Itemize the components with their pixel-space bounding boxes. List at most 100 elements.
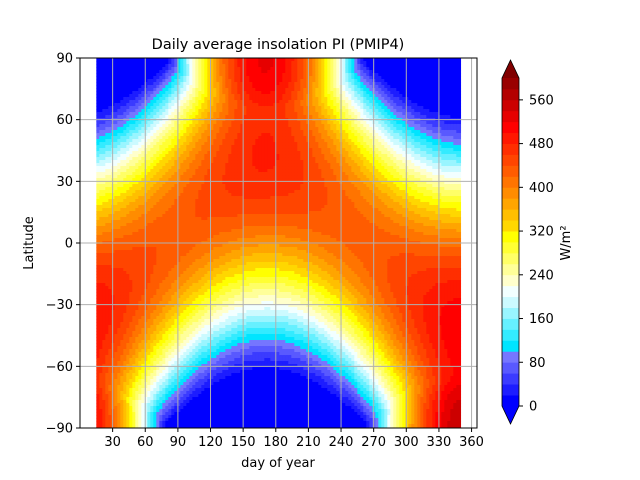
field-cell [129, 304, 133, 308]
field-cell [141, 115, 145, 119]
field-cell [126, 418, 130, 422]
field-cell [120, 337, 124, 341]
field-cell [159, 271, 163, 275]
field-cell [114, 325, 118, 329]
field-cell [165, 388, 169, 392]
field-cell [204, 403, 208, 407]
field-cell [138, 64, 142, 68]
field-cell [96, 130, 100, 134]
field-cell [120, 142, 124, 146]
field-cell [123, 367, 127, 371]
field-cell [147, 64, 151, 68]
field-cell [126, 313, 130, 317]
field-cell [207, 403, 211, 407]
field-cell [156, 268, 160, 272]
field-cell [186, 268, 190, 272]
field-cell [135, 94, 139, 98]
field-cell [114, 178, 118, 182]
field-cell [177, 178, 181, 182]
field-cell [198, 331, 202, 335]
field-cell [174, 343, 178, 347]
field-cell [168, 328, 172, 332]
field-cell [183, 103, 187, 107]
field-cell [129, 82, 133, 86]
field-cell [210, 67, 214, 71]
field-cell [144, 349, 148, 353]
field-cell [168, 334, 172, 338]
field-cell [180, 208, 184, 212]
field-cell [153, 61, 157, 65]
field-cell [198, 340, 202, 344]
field-cell [183, 385, 187, 389]
field-cell [201, 187, 205, 191]
field-cell [162, 172, 166, 176]
field-cell [99, 154, 103, 158]
field-cell [126, 376, 130, 380]
field-cell [159, 82, 163, 86]
field-cell [153, 70, 157, 74]
field-cell [180, 142, 184, 146]
field-cell [210, 178, 214, 182]
field-cell [147, 151, 151, 155]
field-cell [210, 376, 214, 380]
field-cell [138, 58, 142, 62]
field-cell [102, 112, 106, 116]
field-cell [186, 277, 190, 281]
field-cell [186, 415, 190, 419]
field-cell [108, 88, 112, 92]
field-cell [198, 181, 202, 185]
field-cell [165, 301, 169, 305]
field-cell [153, 271, 157, 275]
field-cell [183, 214, 187, 218]
field-cell [153, 262, 157, 266]
field-cell [156, 220, 160, 224]
field-cell [99, 418, 103, 422]
field-cell [120, 109, 124, 113]
field-cell [129, 319, 133, 323]
field-cell [210, 406, 214, 410]
field-cell [195, 292, 199, 296]
field-cell [156, 379, 160, 383]
field-cell [126, 130, 130, 134]
field-cell [123, 166, 127, 170]
field-cell [105, 364, 109, 368]
field-cell [144, 190, 148, 194]
field-cell [198, 244, 202, 248]
field-cell [174, 247, 178, 251]
field-cell [156, 340, 160, 344]
field-cell [96, 145, 100, 149]
field-cell [138, 70, 142, 74]
field-cell [117, 322, 121, 326]
field-cell [129, 133, 133, 137]
field-cell [108, 187, 112, 191]
field-cell [144, 133, 148, 137]
field-cell [150, 250, 154, 254]
field-cell [183, 373, 187, 377]
field-cell [150, 64, 154, 68]
field-cell [153, 403, 157, 407]
field-cell [183, 211, 187, 215]
field-cell [123, 97, 127, 101]
field-cell [171, 232, 175, 236]
field-cell [210, 103, 214, 107]
field-cell [138, 322, 142, 326]
field-cell [96, 211, 100, 215]
field-cell [108, 103, 112, 107]
field-cell [177, 331, 181, 335]
field-cell [207, 418, 211, 422]
field-cell [126, 397, 130, 401]
field-cell [135, 79, 139, 83]
field-cell [186, 331, 190, 335]
field-cell [138, 169, 142, 173]
field-cell [216, 133, 220, 137]
field-cell [144, 136, 148, 140]
field-cell [114, 295, 118, 299]
field-cell [213, 286, 217, 290]
field-cell [132, 226, 136, 230]
field-cell [114, 403, 118, 407]
field-cell [186, 94, 190, 98]
field-cell [180, 379, 184, 383]
field-cell [207, 136, 211, 140]
field-cell [183, 418, 187, 422]
field-cell [189, 385, 193, 389]
